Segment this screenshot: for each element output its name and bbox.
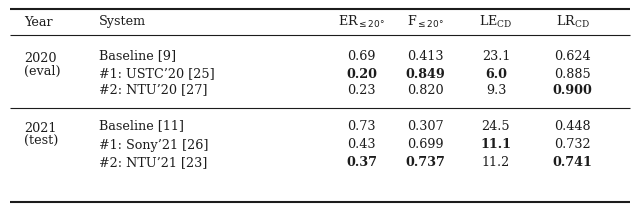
Text: Year: Year [24, 15, 53, 28]
Text: 6.0: 6.0 [485, 68, 507, 81]
Text: Baseline [9]: Baseline [9] [99, 50, 177, 62]
Text: 11.1: 11.1 [481, 138, 511, 151]
Text: 11.2: 11.2 [482, 157, 510, 169]
Text: 0.699: 0.699 [407, 138, 444, 151]
Text: 0.849: 0.849 [406, 68, 445, 81]
Text: 0.73: 0.73 [348, 119, 376, 133]
Text: 0.69: 0.69 [348, 50, 376, 62]
Text: (test): (test) [24, 134, 59, 147]
Text: 9.3: 9.3 [486, 84, 506, 96]
Text: 0.23: 0.23 [348, 84, 376, 96]
Text: 0.43: 0.43 [348, 138, 376, 151]
Text: 24.5: 24.5 [482, 119, 510, 133]
Text: Baseline [11]: Baseline [11] [99, 119, 184, 133]
Text: 2020: 2020 [24, 53, 57, 65]
Text: 0.820: 0.820 [407, 84, 444, 96]
Text: #1: USTC’20 [25]: #1: USTC’20 [25] [99, 68, 215, 81]
Text: 2021: 2021 [24, 123, 57, 135]
Text: 0.448: 0.448 [554, 119, 591, 133]
Text: 23.1: 23.1 [482, 50, 510, 62]
Text: 0.413: 0.413 [407, 50, 444, 62]
Text: #2: NTU’21 [23]: #2: NTU’21 [23] [99, 157, 207, 169]
Text: 0.37: 0.37 [346, 157, 377, 169]
Text: F$_{\leq 20°}$: F$_{\leq 20°}$ [407, 14, 444, 30]
Text: 0.741: 0.741 [553, 157, 593, 169]
Text: 0.307: 0.307 [407, 119, 444, 133]
Text: (eval): (eval) [24, 65, 61, 77]
Text: LR$_{\mathregular{CD}}$: LR$_{\mathregular{CD}}$ [556, 14, 589, 30]
Text: 0.885: 0.885 [554, 68, 591, 81]
Text: #2: NTU’20 [27]: #2: NTU’20 [27] [99, 84, 208, 96]
Text: #1: Sony’21 [26]: #1: Sony’21 [26] [99, 138, 209, 151]
Text: 0.20: 0.20 [346, 68, 377, 81]
Text: ER$_{\leq 20°}$: ER$_{\leq 20°}$ [338, 14, 385, 30]
Text: 0.624: 0.624 [554, 50, 591, 62]
Text: System: System [99, 15, 147, 28]
Text: LE$_{\mathregular{CD}}$: LE$_{\mathregular{CD}}$ [479, 14, 513, 30]
Text: 0.737: 0.737 [406, 157, 445, 169]
Text: 0.732: 0.732 [554, 138, 591, 151]
Text: 0.900: 0.900 [553, 84, 593, 96]
